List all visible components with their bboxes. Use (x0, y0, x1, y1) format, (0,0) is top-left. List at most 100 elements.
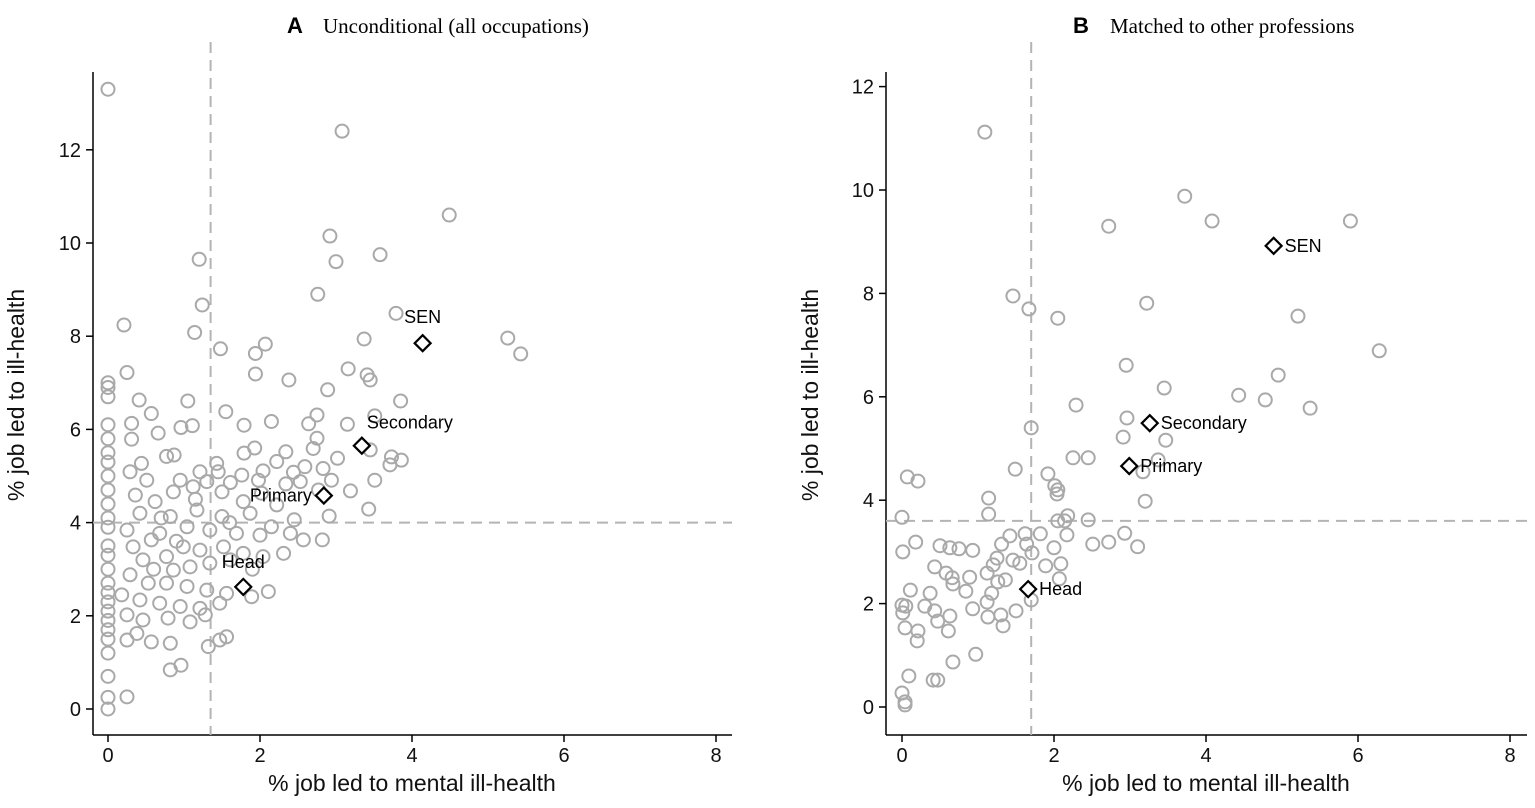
panel-a-data-point (100, 482, 116, 498)
panel-a-data-point (286, 512, 302, 528)
panel-b-data-point (1080, 450, 1096, 466)
panel-a-data-point (133, 455, 149, 471)
panel-a-data-point (202, 522, 218, 538)
panel-a-data-point (278, 476, 294, 492)
panel-b-data-point (1135, 464, 1151, 480)
panel-a-data-point (132, 505, 148, 521)
panel-b-data-point (1139, 295, 1155, 311)
panel-a-data-point (143, 532, 159, 548)
panel-a-data-point (309, 407, 325, 423)
panel-a-data-point (247, 345, 263, 361)
panel-b-data-point (930, 672, 946, 688)
panel-a-data-point (143, 634, 159, 650)
panel-b-data-point (1150, 452, 1166, 468)
panel-b-data-point (1085, 536, 1101, 552)
panel-a-data-point (202, 555, 218, 571)
panel-a-data-point (297, 459, 313, 475)
panel-a-data-point (100, 379, 116, 395)
panel-a-data-point (147, 494, 163, 510)
panel-a-data-point (191, 251, 207, 267)
panel-b-data-point (922, 585, 938, 601)
panel-b-marker-label-sen: SEN (1285, 236, 1322, 256)
panel-a-data-point (122, 464, 138, 480)
panel-a-data-point (125, 539, 141, 555)
panel-a-data-point (356, 331, 372, 347)
panel-b-data-point (925, 672, 941, 688)
panel-a-data-point (255, 463, 271, 479)
panel-b-data-point (897, 620, 913, 636)
panel-b-data-point (1101, 218, 1117, 234)
panel-b-y-tick-label: 4 (863, 490, 874, 512)
panel-b-data-point (1065, 450, 1081, 466)
panel-a-data-point (513, 346, 529, 362)
panel-a-data-point (281, 372, 297, 388)
panel-b-data-point (1012, 555, 1028, 571)
panel-a-data-point (165, 562, 181, 578)
panel-a-data-point (131, 392, 147, 408)
panel-a-marker-label-secondary: Secondary (367, 413, 453, 433)
panel-a-y-tick-label: 6 (70, 419, 81, 441)
panel-a-data-point (301, 416, 317, 432)
panel-a-data-point (500, 330, 516, 346)
panel-a-data-point (100, 496, 116, 512)
panel-a-y-tick-label: 8 (70, 326, 81, 348)
panel-a-data-point (388, 305, 404, 321)
panel-a-y-tick-label: 4 (70, 513, 81, 535)
panel-a-data-point (116, 317, 132, 333)
panel-b-data-point (1119, 410, 1135, 426)
panel-a-data-point (159, 549, 175, 565)
panel-b-data-point (1290, 308, 1306, 324)
panel-b-data-point (927, 603, 943, 619)
panel-a-data-point (194, 297, 210, 313)
panel-a-data-point (100, 510, 116, 526)
panel-a: A Unconditional (all occupations) % job … (3, 13, 732, 796)
panel-b-data-point (1053, 556, 1069, 572)
panel-b-data-point (897, 697, 913, 713)
panel-a-data-point (152, 595, 168, 611)
panel-a-data-point (441, 207, 457, 223)
panel-b-y-tick-label: 2 (863, 594, 874, 616)
panel-b-x-tick-label: 8 (1504, 745, 1515, 767)
panel-a-data-point (212, 341, 228, 357)
panel-a-data-point (100, 645, 116, 661)
panel-a-data-point (209, 455, 225, 471)
panel-b-data-point (944, 570, 960, 586)
panel-b-marker-sen (1264, 236, 1284, 256)
panel-b-y-tick-label: 8 (863, 283, 874, 305)
panel-b-data-point (977, 124, 993, 140)
panel-a-y-axis-label: % job led to ill-health (3, 289, 29, 501)
panel-b-data-point (1130, 539, 1146, 555)
panel-b-data-point (895, 605, 911, 621)
panel-b-data-point (980, 609, 996, 625)
panel-b-data-point (962, 569, 978, 585)
panel-a-data-point (334, 123, 350, 139)
panel-b-data-point (968, 646, 984, 662)
panel-a-data-point (255, 549, 271, 565)
panel-a-data-point (322, 228, 338, 244)
panel-a-data-point (192, 464, 208, 480)
panel-a-data-point (100, 612, 116, 628)
panel-a-data-point (189, 502, 205, 518)
panel-b: B Matched to other professions % job led… (797, 13, 1527, 796)
panel-a-data-point (100, 689, 116, 705)
panel-b-data-point (1115, 429, 1131, 445)
panel-b-data-point (979, 594, 995, 610)
panel-a-data-point (127, 487, 143, 503)
panel-a-marker-primary (314, 486, 334, 506)
panel-a-data-point (269, 497, 285, 513)
panel-a-x-tick-label: 4 (406, 745, 417, 767)
panel-a-marker-label-head: Head (222, 552, 265, 572)
panel-a-data-point (321, 508, 337, 524)
panel-a-data-point (212, 595, 228, 611)
panel-b-data-point (1051, 571, 1067, 587)
panel-a-x-tick-label: 2 (254, 745, 265, 767)
panel-a-data-point (382, 457, 398, 473)
panel-a-data-point (362, 372, 378, 388)
panel-a-data-point (210, 464, 226, 480)
panel-b-title: Matched to other professions (1110, 14, 1354, 38)
panel-a-marker-secondary (352, 436, 372, 456)
panel-b-y-tick-label: 10 (852, 180, 874, 202)
panel-b-x-axis-label: % job led to mental ill-health (1062, 770, 1350, 796)
panel-b-data-point (908, 534, 924, 550)
panel-b-data-point (1080, 512, 1096, 528)
